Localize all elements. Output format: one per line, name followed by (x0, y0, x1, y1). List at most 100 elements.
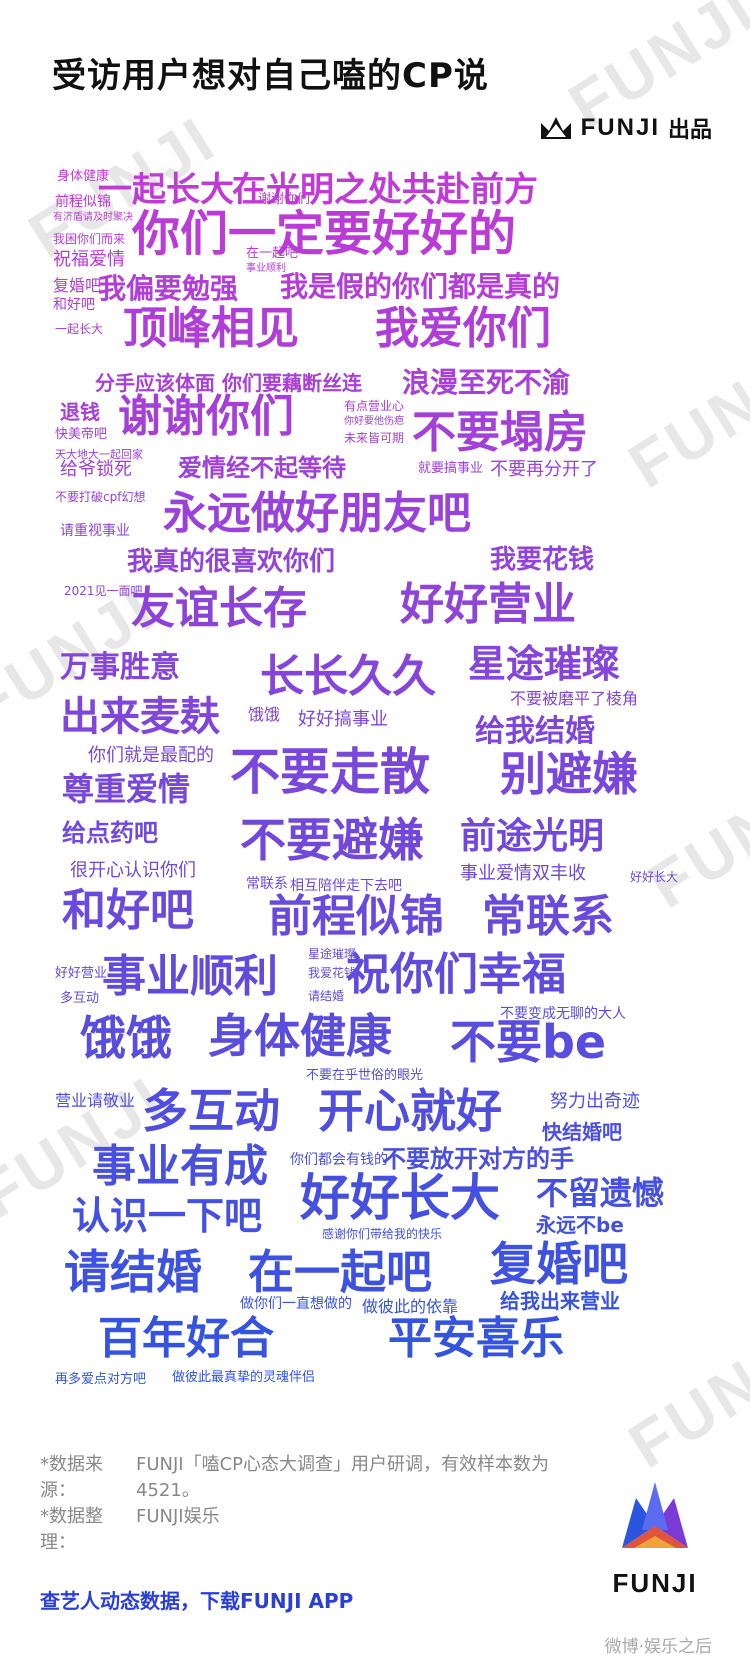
cloud-word: 不要在乎世俗的眼光 (306, 1068, 424, 1083)
cloud-word: 再多爱点对方吧 (55, 1372, 147, 1387)
cloud-word: 请结婚 (64, 1245, 202, 1299)
cloud-word: 不要be (450, 1015, 607, 1069)
cloud-word: 你好要他伤疤 (344, 416, 404, 427)
cloud-word: 有济盾请及时聚决 (53, 212, 133, 223)
cloud-word: 复婚吧 (490, 1237, 628, 1291)
cloud-word: 事业有成 (92, 1141, 268, 1192)
cloud-word: 复婚吧 (53, 276, 102, 295)
cloud-word: 请重视事业 (60, 523, 130, 539)
cloud-word: 不留遗憾 (536, 1174, 665, 1212)
cloud-word: 做彼此的依靠 (362, 1297, 459, 1316)
cloud-word: 快美帝吧 (55, 427, 108, 442)
cloud-word: 长长久久 (260, 651, 436, 702)
cloud-word: 在光明之处共赴前方 (232, 170, 538, 210)
cloud-word: 事业顺利 (102, 951, 278, 1002)
cloud-word: 做你们一直想做的 (240, 1296, 352, 1312)
brand-name: FUNJI (580, 114, 660, 141)
cloud-word: 永远不be (536, 1213, 624, 1237)
cloud-word: 不要避嫌 (240, 813, 424, 867)
funji-logo: FUNJI (605, 1478, 705, 1599)
cloud-word: 身体健康 (208, 1009, 392, 1063)
page-title: 受访用户想对自己嗑的CP说 (52, 56, 489, 96)
cloud-word: 永远做好朋友吧 (163, 488, 471, 539)
cloud-word: 努力出奇迹 (550, 1091, 640, 1112)
cloud-word: 爱情经不起等待 (178, 454, 346, 482)
footer-notes: *数据来源： FUNJI「嗑CP心态大调查」用户研调，有效样本数为4521。 *… (40, 1452, 576, 1556)
cloud-word: 星途璀璨 (308, 947, 357, 961)
cloud-word: 就要搞事业 (418, 461, 484, 476)
funji-logo-icon (622, 1482, 688, 1548)
cloud-word: 不要塌房 (412, 407, 588, 458)
cloud-word: 和好吧 (53, 297, 95, 313)
cloud-word: 一起长大 (55, 322, 104, 336)
brand-suffix: 出品 (667, 118, 712, 143)
source-label: *数据来源： (40, 1454, 103, 1501)
cloud-word: 你们都会有钱的 (290, 1152, 388, 1168)
cloud-word: 你们要藕断丝连 (222, 371, 362, 395)
cloud-word: 不要走散 (230, 743, 430, 801)
cloud-word: 退钱 (60, 400, 100, 424)
cloud-word: 一起长大 (98, 170, 234, 210)
cloud-word: 别避嫌 (500, 747, 638, 801)
cloud-word: 好好营业 (400, 579, 576, 630)
cloud-word: 百年好合 (98, 1313, 274, 1364)
cloud-word: 不要被磨平了棱角 (510, 689, 639, 708)
cloud-word: 常联系 (482, 891, 614, 942)
cloud-word: 相互陪伴走下去吧 (290, 878, 402, 894)
cloud-word: 我困你们而来 (53, 232, 126, 246)
cloud-word: 多互动 (60, 991, 100, 1006)
cloud-word: 祝福爱情 (53, 249, 125, 270)
brand-header: FUNJI 出品 (539, 112, 712, 144)
cloud-word: 身体健康 (57, 169, 110, 184)
word-cloud: 身体健康 一起长大 在光明之处共赴前方 前程似锦 谢谢你们 有济盾请及时聚决 你们一定要好好… (50, 155, 700, 1555)
cloud-word: 开心就好 (318, 1084, 502, 1138)
cloud-word: 尊重爱情 (62, 770, 191, 808)
cloud-word: 不要再分开了 (490, 459, 598, 480)
cloud-word: 认识一下吧 (72, 1194, 263, 1238)
cloud-word: 未来皆可期 (344, 431, 405, 445)
cloud-word: 和好吧 (62, 885, 194, 936)
cloud-word: 饿饿 (248, 705, 281, 724)
cloud-word: 我爱花钱 (308, 966, 357, 980)
cloud-word: 浪漫至死不渝 (402, 366, 571, 399)
cloud-word: 友谊长存 (131, 583, 307, 634)
cloud-word: 不要放开对方的手 (382, 1145, 574, 1173)
cloud-word: 不要打破cpf幻想 (55, 490, 146, 504)
cloud-word: 我要花钱 (490, 545, 595, 575)
cloud-word: 在一起吧 (246, 246, 299, 261)
cloud-word: 平安喜乐 (388, 1313, 564, 1364)
cloud-word: 有点营业心 (344, 399, 405, 413)
cloud-word: 在一起吧 (248, 1245, 432, 1299)
cloud-word: 好好长大 (300, 1169, 500, 1227)
cloud-word: 不要变成无聊的大人 (500, 1006, 626, 1022)
cloud-word: 好好长大 (630, 870, 679, 884)
cloud-word: 天大地大一起回家 (55, 448, 143, 461)
cloud-word: 好好营业 (55, 966, 108, 981)
cloud-word: 祝你们幸福 (346, 949, 566, 1000)
cloud-word: 谢谢你们 (258, 192, 311, 207)
cloud-word: 顶峰相见 (123, 303, 299, 354)
cloud-word: 营业请敬业 (55, 1091, 136, 1110)
cloud-word: 前程似锦 (268, 891, 444, 942)
cloud-word: 万事胜意 (60, 650, 180, 685)
cloud-word: 事业爱情双丰收 (460, 863, 586, 884)
cloud-word: 请结婚 (308, 989, 345, 1003)
download-cta[interactable]: 查艺人动态数据，下载FUNJI APP (40, 1589, 354, 1613)
arrange-label: *数据整理： (40, 1506, 103, 1553)
cloud-word: 星途璀璨 (468, 642, 621, 686)
funji-logo-text: FUNJI (612, 1568, 698, 1598)
crown-icon (540, 117, 571, 139)
cloud-word: 我真的很喜欢你们 (127, 547, 336, 577)
cloud-word: 感谢你们带给我的快乐 (322, 1227, 443, 1241)
cloud-word: 我偏要勉强 (98, 272, 239, 305)
cloud-word: 前途光明 (460, 816, 605, 857)
cloud-word: 做彼此最真挚的灵魂伴侣 (172, 1370, 316, 1385)
cloud-word: 给我结婚 (475, 714, 595, 749)
cloud-word: 你们就是最配的 (88, 745, 214, 766)
cloud-word: 给点药吧 (62, 819, 158, 847)
cloud-word: 2021见一面吧 (64, 584, 143, 598)
cloud-word: 我是假的你们都是真的 (280, 270, 561, 303)
cloud-word: 给爷锁死 (60, 459, 132, 480)
cloud-word: 前程似锦 (55, 194, 111, 210)
cloud-word: 快结婚吧 (542, 1120, 622, 1144)
